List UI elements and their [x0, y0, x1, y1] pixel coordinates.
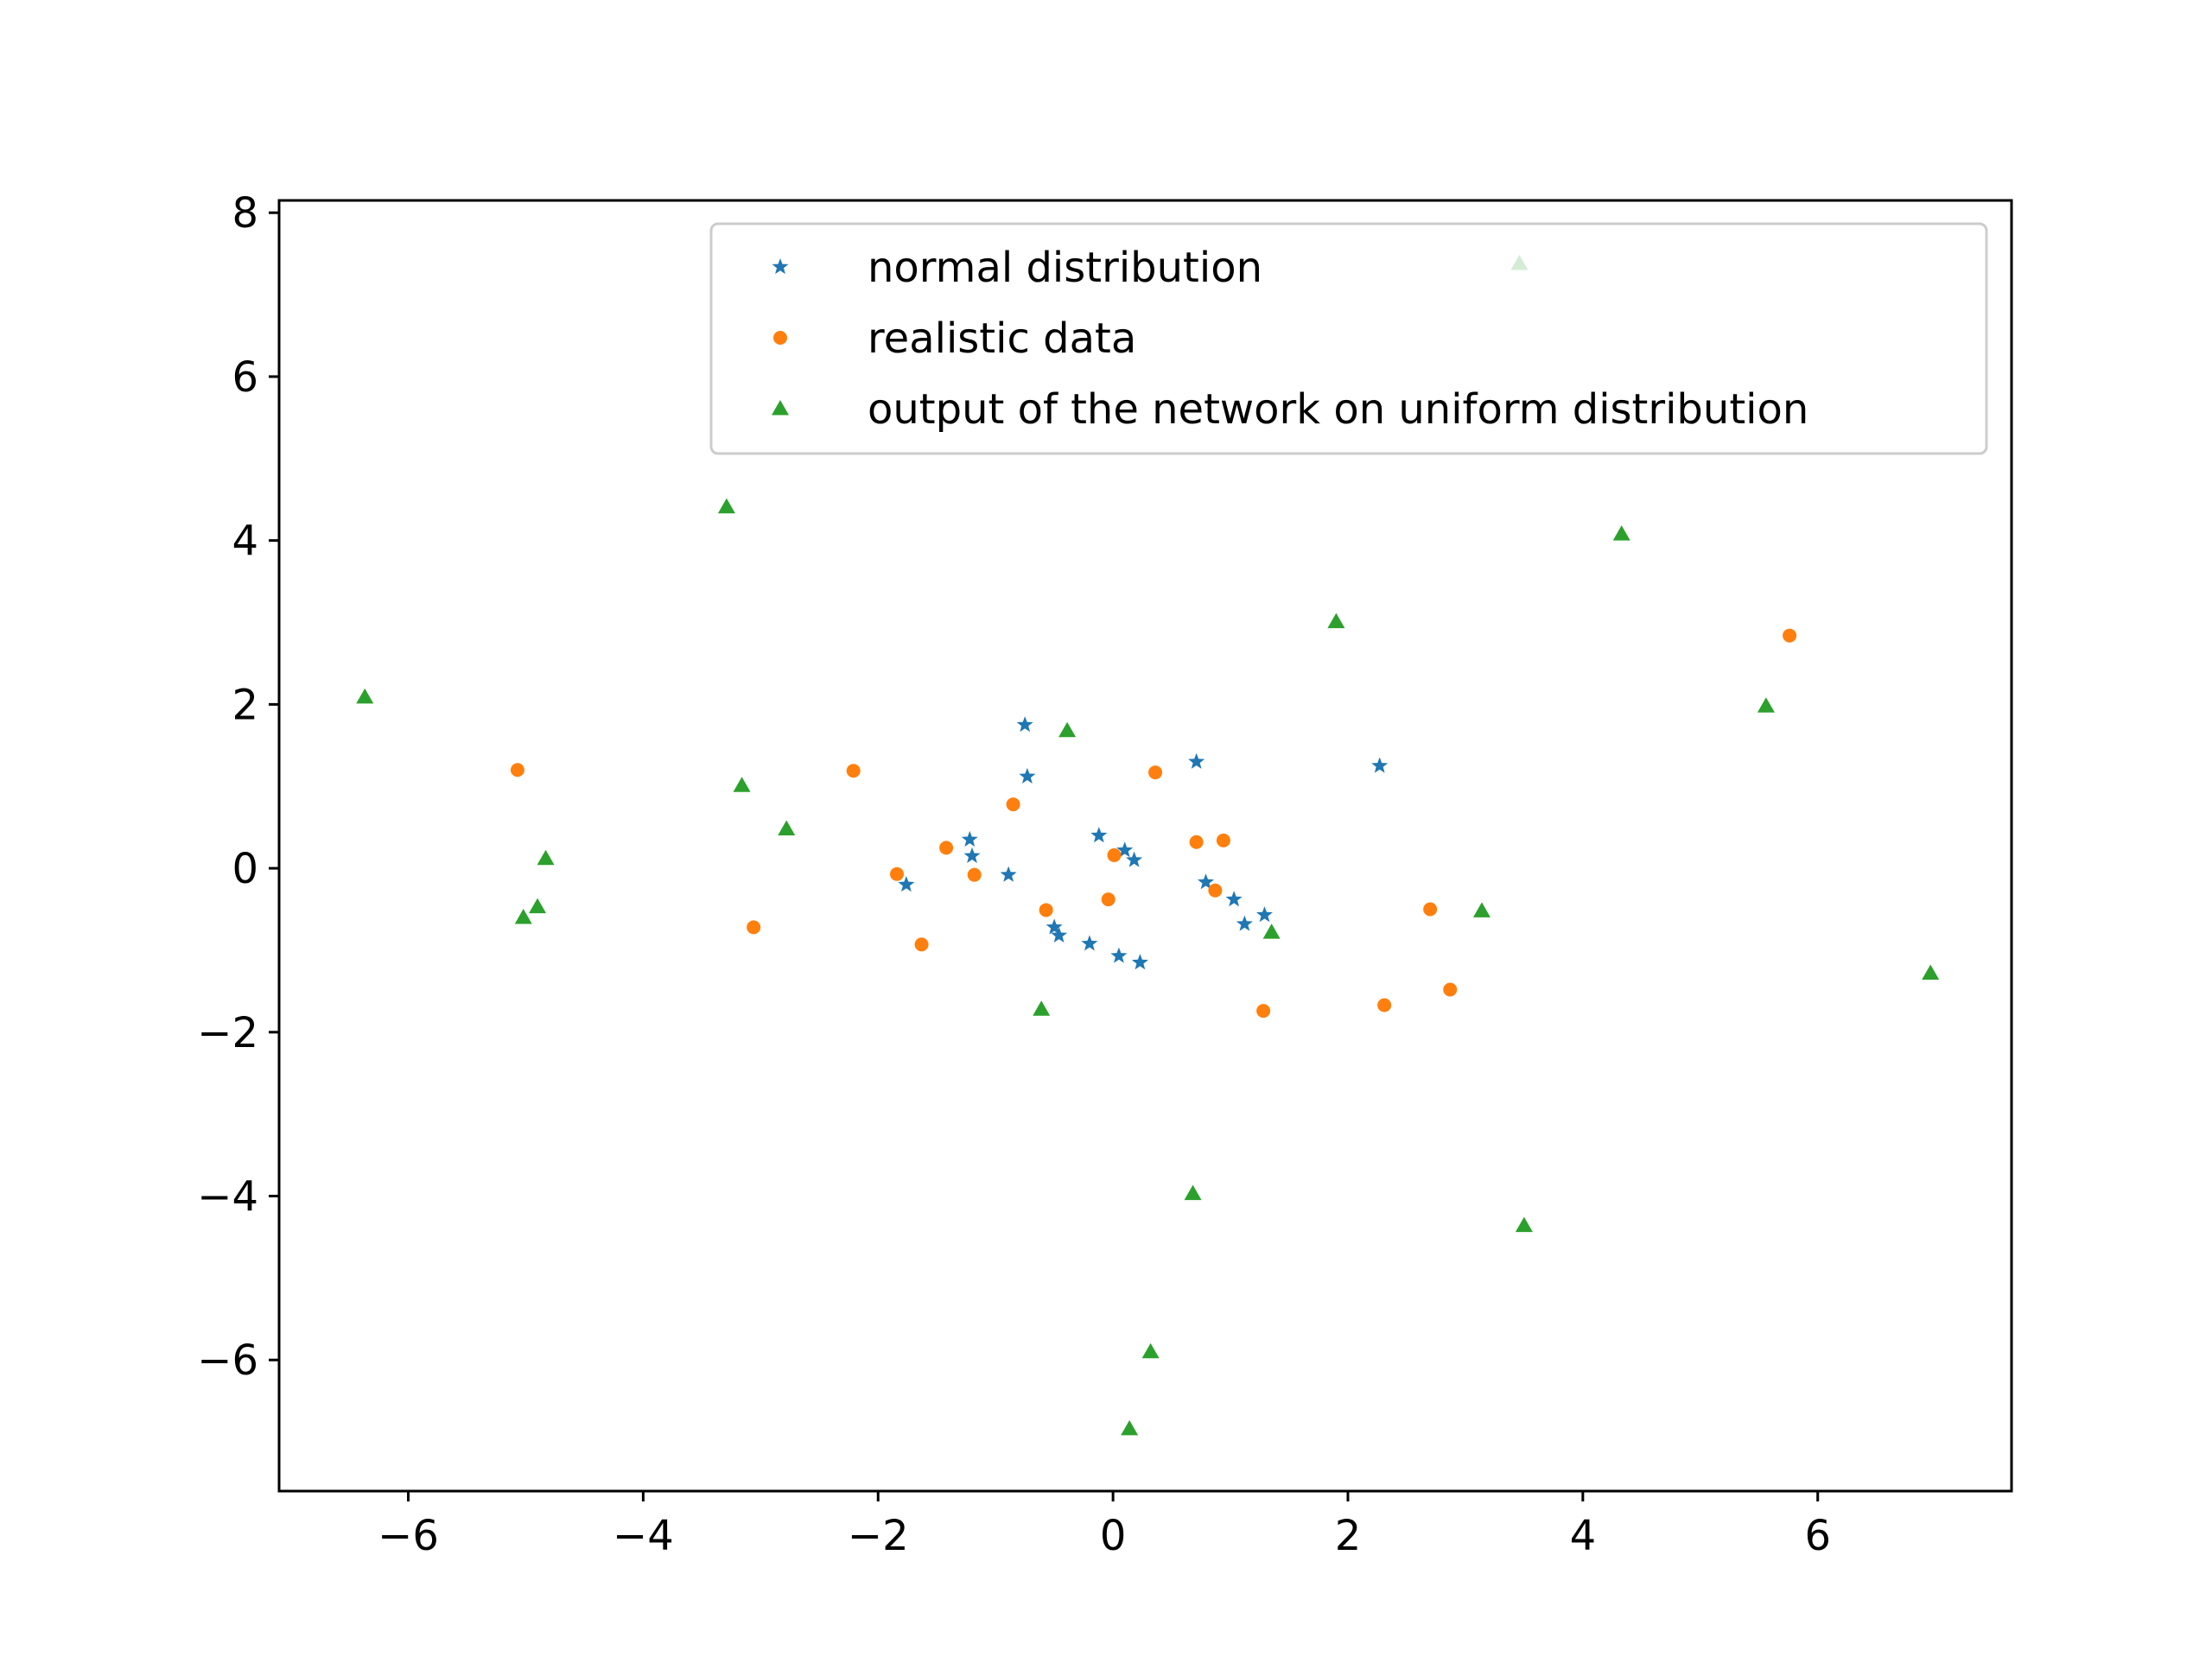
data-point-star: [1225, 891, 1243, 907]
data-point-triangle: [356, 688, 374, 704]
data-point-triangle: [1141, 1342, 1160, 1359]
data-point-circle: [1148, 765, 1163, 780]
x-tick-label: −6: [378, 1512, 439, 1560]
data-point-triangle: [1515, 1216, 1533, 1233]
data-point-circle: [1006, 797, 1020, 812]
data-point-triangle: [1327, 613, 1345, 629]
x-tick-label: 4: [1570, 1512, 1597, 1560]
data-point-triangle: [733, 777, 751, 792]
data-point-triangle: [1472, 902, 1491, 917]
data-point-star: [1236, 915, 1253, 931]
data-point-triangle: [1262, 924, 1281, 939]
y-tick-label: 4: [232, 517, 258, 566]
data-point-triangle: [537, 849, 555, 866]
y-tick-label: −6: [197, 1336, 258, 1385]
x-tick-label: −4: [613, 1512, 674, 1560]
data-point-circle: [1423, 902, 1438, 917]
data-point-triangle: [1757, 697, 1775, 713]
axes-frame: [277, 199, 2013, 1493]
legend-marker-triangle: [772, 400, 789, 416]
data-point-star: [1051, 926, 1068, 943]
data-point-circle: [1101, 892, 1116, 907]
data-point-circle: [1039, 903, 1053, 917]
y-axis: −6 −4 −2 0 2 4 6 8: [197, 189, 279, 1385]
x-tick-label: 6: [1804, 1512, 1831, 1560]
legend-label: realistic data: [868, 314, 1136, 363]
legend-label: normal distribution: [868, 244, 1262, 292]
y-tick-label: 8: [232, 189, 258, 238]
data-point-triangle: [514, 909, 532, 924]
legend-marker-circle: [773, 331, 787, 345]
data-point-circle: [1256, 1004, 1271, 1019]
legend-box: [709, 222, 1988, 455]
data-point-circle: [510, 763, 524, 778]
data-point-circle: [1208, 883, 1223, 898]
y-tick-label: 0: [232, 845, 258, 893]
data-point-star: [1188, 752, 1205, 769]
legend-entry: output of the network on uniform distrib…: [772, 385, 1808, 434]
series-circle: [510, 628, 1797, 1019]
data-point-triangle: [778, 820, 796, 836]
data-point-circle: [939, 841, 954, 855]
data-point-star: [1081, 935, 1098, 951]
y-tick-label: −2: [197, 1009, 258, 1057]
legend-label: output of the network on uniform distrib…: [868, 385, 1808, 434]
data-point-circle: [1377, 998, 1392, 1012]
series-star: [898, 716, 1389, 970]
data-point-triangle: [1058, 721, 1077, 738]
data-point-circle: [1216, 833, 1230, 847]
data-point-star: [898, 876, 915, 892]
x-tick-label: 0: [1100, 1512, 1127, 1560]
data-point-circle: [1783, 628, 1797, 643]
data-point-circle: [890, 866, 905, 881]
data-point-circle: [747, 920, 761, 935]
legend-entry: realistic data: [773, 314, 1136, 363]
y-tick-label: 6: [232, 353, 258, 402]
data-point-star: [1046, 918, 1063, 935]
data-point-star: [963, 847, 981, 863]
data-point-star: [1197, 873, 1215, 890]
data-point-triangle: [1033, 1000, 1051, 1016]
data-point-star: [1116, 841, 1134, 858]
data-point-star: [1016, 716, 1033, 733]
data-point-triangle: [1121, 1419, 1139, 1436]
data-point-circle: [914, 937, 929, 952]
data-point-triangle: [1612, 525, 1630, 541]
x-tick-label: −2: [848, 1512, 909, 1560]
series-triangle: [356, 255, 1940, 1436]
data-point-star: [1255, 906, 1273, 923]
y-tick-label: −4: [197, 1173, 258, 1222]
data-point-star: [1131, 954, 1148, 970]
data-markers: [356, 255, 1940, 1436]
data-point-star: [1000, 866, 1017, 882]
data-point-triangle: [717, 498, 735, 514]
data-point-star: [1126, 851, 1143, 867]
data-point-star: [1019, 767, 1036, 784]
legend: normal distribution realistic data output …: [709, 222, 1988, 455]
data-point-circle: [967, 867, 982, 882]
data-point-circle: [1107, 847, 1122, 862]
data-point-triangle: [1184, 1184, 1202, 1201]
data-point-circle: [1189, 835, 1204, 849]
legend-entry: normal distribution: [772, 244, 1262, 292]
legend-marker-star: [772, 258, 789, 275]
data-point-circle: [1443, 982, 1458, 997]
x-tick-label: 2: [1335, 1512, 1362, 1560]
data-point-star: [961, 830, 978, 847]
data-point-star: [1090, 827, 1108, 843]
x-axis: −6 −4 −2 0 2 4 6: [378, 1491, 1831, 1560]
data-point-circle: [846, 764, 861, 778]
data-point-star: [1371, 757, 1389, 773]
data-point-triangle: [1922, 964, 1940, 981]
data-point-star: [1110, 947, 1128, 963]
data-point-triangle: [529, 898, 547, 914]
y-tick-label: 2: [232, 681, 258, 729]
